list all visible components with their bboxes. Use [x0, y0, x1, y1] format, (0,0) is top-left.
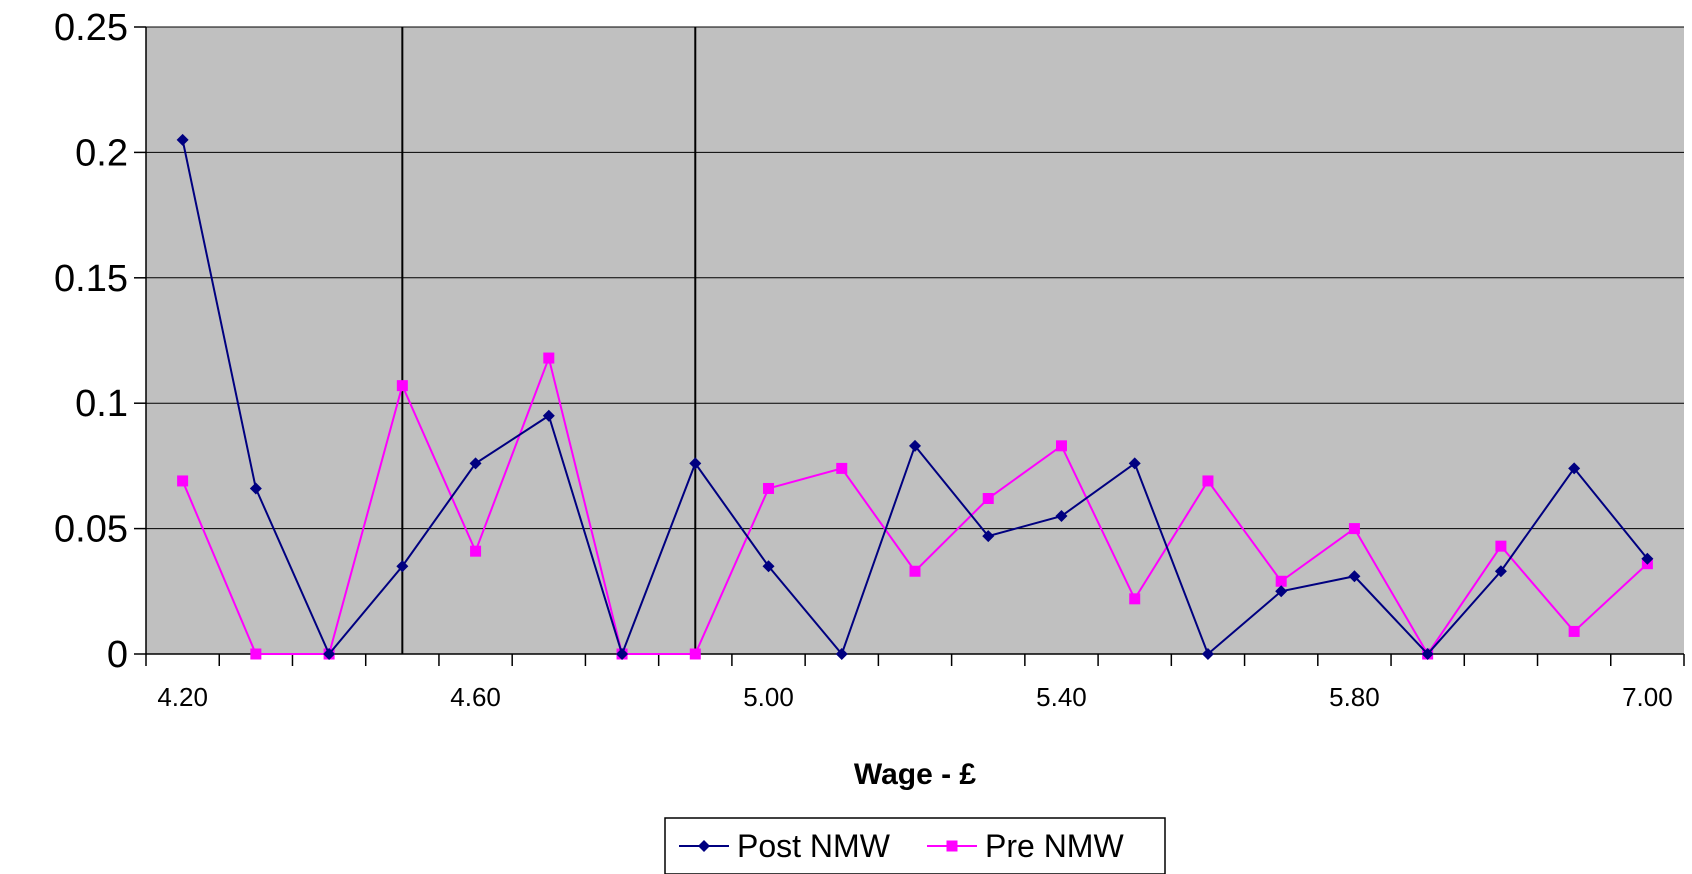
- x-tick-label: 5.40: [1036, 682, 1087, 712]
- series-post-nmw: [176, 133, 1654, 660]
- y-tick-label: 0.25: [54, 7, 128, 49]
- data-point-pre-nmw: [1568, 625, 1580, 637]
- data-point-post-nmw: [323, 648, 336, 660]
- data-point-post-nmw: [396, 560, 409, 573]
- data-point-pre-nmw: [1348, 523, 1360, 535]
- data-point-post-nmw: [689, 457, 702, 470]
- data-point-post-nmw: [1128, 457, 1141, 470]
- data-point-pre-nmw: [177, 475, 189, 487]
- x-tick-label: 4.20: [157, 682, 208, 712]
- x-tick-label: 7.00: [1622, 682, 1673, 712]
- data-point-post-nmw: [835, 648, 848, 660]
- data-point-pre-nmw: [543, 352, 555, 364]
- y-tick-label: 0.05: [54, 509, 128, 551]
- legend-label-post-nmw: Post NMW: [737, 828, 891, 864]
- data-point-post-nmw: [1568, 462, 1581, 475]
- legend-label-pre-nmw: Pre NMW: [985, 828, 1124, 864]
- data-point-pre-nmw: [1495, 540, 1507, 552]
- x-tick-label: 5.80: [1329, 682, 1380, 712]
- data-point-pre-nmw: [396, 380, 408, 392]
- data-point-post-nmw: [542, 409, 555, 422]
- data-point-post-nmw: [616, 648, 629, 660]
- data-point-pre-nmw: [1202, 475, 1214, 487]
- data-point-post-nmw: [176, 133, 189, 146]
- plot-area: [146, 27, 1684, 654]
- data-point-pre-nmw: [836, 462, 848, 474]
- y-tick-labels: 0 0.05 0.1 0.15 0.2 0.25: [54, 7, 128, 676]
- x-tick-labels: 4.20 4.60 5.00 5.40 5.80 7.00: [157, 682, 1672, 712]
- data-point-post-nmw: [1348, 570, 1361, 583]
- y-tick-label: 0.15: [54, 258, 128, 300]
- data-point-pre-nmw: [470, 545, 482, 557]
- data-point-post-nmw: [1055, 510, 1068, 523]
- data-point-post-nmw: [249, 482, 262, 495]
- series-group: [176, 133, 1654, 660]
- legend-box: [664, 817, 1166, 874]
- y-tick-label: 0.2: [75, 132, 128, 174]
- data-point-post-nmw: [469, 457, 482, 470]
- legend-marker-pre-nmw: [946, 840, 958, 852]
- data-point-pre-nmw: [982, 493, 994, 505]
- y-tick-label: 0.1: [75, 383, 128, 425]
- data-point-post-nmw: [982, 530, 995, 543]
- data-point-pre-nmw: [250, 648, 262, 660]
- data-point-pre-nmw: [1055, 440, 1067, 452]
- data-point-post-nmw: [1275, 585, 1288, 598]
- data-point-pre-nmw: [1129, 593, 1141, 605]
- data-point-pre-nmw: [689, 648, 701, 660]
- x-axis-label: Wage - £: [854, 758, 977, 791]
- data-point-pre-nmw: [763, 482, 775, 494]
- vertical-reference-lines: [401, 27, 697, 654]
- legend: Post NMW Pre NMW: [664, 817, 1166, 874]
- data-point-post-nmw: [1201, 648, 1214, 660]
- data-point-pre-nmw: [909, 565, 921, 577]
- data-point-post-nmw: [909, 439, 921, 452]
- data-point-pre-nmw: [1275, 575, 1287, 587]
- legend-marker-post-nmw: [698, 840, 710, 852]
- x-tick-label: 5.00: [743, 682, 794, 712]
- data-point-post-nmw: [1421, 648, 1434, 660]
- x-tick-label: 4.60: [450, 682, 501, 712]
- data-point-post-nmw: [762, 560, 775, 573]
- y-tick-label: 0: [107, 634, 128, 676]
- data-point-post-nmw: [1494, 565, 1507, 578]
- data-point-post-nmw: [1641, 552, 1654, 565]
